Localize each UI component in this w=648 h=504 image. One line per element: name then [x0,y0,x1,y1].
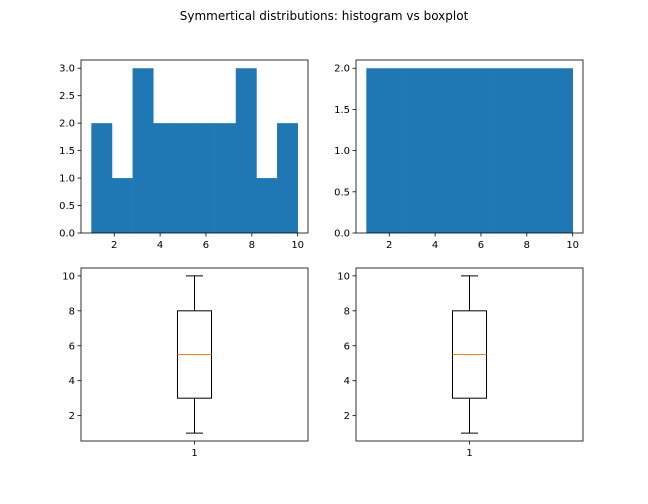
histogram-bar [510,68,532,233]
x-tick-label: 4 [432,240,438,251]
y-tick-label: 4 [344,376,350,387]
y-tick-label: 0.0 [334,229,350,240]
y-tick-label: 6 [69,341,75,352]
histogram-bar [469,68,491,233]
y-tick-label: 3.0 [59,64,75,75]
x-tick-label: 10 [291,240,304,251]
histogram-bar [490,68,512,233]
y-tick-label: 1.5 [334,105,350,116]
y-tick-label: 2 [344,411,350,422]
x-tick-label: 8 [524,240,530,251]
x-tick-label: 10 [566,240,579,251]
y-tick-label: 4 [69,376,75,387]
y-tick-label: 2.0 [334,64,350,75]
histogram-bar [111,178,133,233]
y-tick-label: 1.5 [59,146,75,157]
histogram-bar [386,68,408,233]
histogram-bar [215,123,237,233]
histogram-bar [153,123,175,233]
x-tick-label: 4 [157,240,163,251]
histogram-bar [366,68,388,233]
axes-frame [355,59,584,234]
x-tick-label: 6 [203,240,209,251]
histogram-bar [407,68,429,233]
histogram-bar [173,123,195,233]
y-tick-label: 0.0 [59,229,75,240]
axes-frame [80,59,309,234]
x-tick-label: 8 [249,240,255,251]
x-tick-label: 2 [111,240,117,251]
y-tick-label: 6 [344,341,350,352]
y-tick-label: 2.0 [59,119,75,130]
y-tick-label: 8 [69,306,75,317]
boxplot-bottom-right: 2 4 6 8 10 1 [337,267,584,459]
histogram-top-right: 0.0 0.5 1.0 1.5 2.0 2 4 6 8 10 [334,59,584,251]
boxplot-bottom-left: 2 4 6 8 10 1 [62,267,309,459]
histogram-bar [256,178,278,233]
y-tick-label: 10 [337,271,350,282]
figure-title: Symmertical distributions: histogram vs … [180,9,469,23]
y-tick-label: 0.5 [334,187,350,198]
histogram-bar [448,68,470,233]
y-tick-label: 2 [69,411,75,422]
y-tick-label: 2.5 [59,91,75,102]
y-tick-label: 10 [62,271,75,282]
y-tick-label: 1.0 [334,146,350,157]
x-tick-label: 2 [386,240,392,251]
y-tick-label: 1.0 [59,174,75,185]
histogram-bar [91,123,113,233]
histogram-bar [194,123,216,233]
y-tick-label: 8 [344,306,350,317]
histogram-bar [277,123,298,233]
x-tick-label: 6 [478,240,484,251]
x-tick-label: 1 [191,448,197,459]
histogram-bar [132,68,154,233]
histogram-bar [428,68,450,233]
histogram-top-left: 0.0 0.5 1.0 1.5 2.0 2.5 3.0 2 4 6 8 10 [59,59,309,251]
x-tick-label: 1 [466,448,472,459]
histogram-bar [552,68,573,233]
y-tick-label: 0.5 [59,201,75,212]
histogram-bar [235,68,257,233]
histogram-bar [531,68,553,233]
